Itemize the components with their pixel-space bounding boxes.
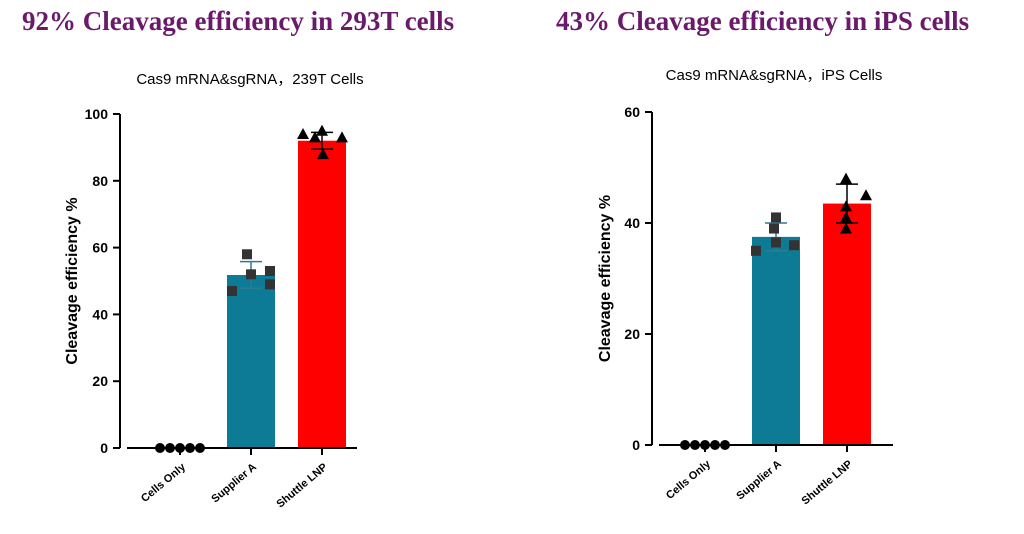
y-tick-label: 0 xyxy=(100,440,108,456)
data-point-circle xyxy=(155,443,165,453)
data-point-circle xyxy=(710,440,720,450)
y-tick-label: 80 xyxy=(92,173,108,189)
data-point-circle xyxy=(700,440,710,450)
bar-shuttle-lnp xyxy=(823,203,871,445)
chart-title: Cas9 mRNA&sgRNA，239T Cells xyxy=(136,71,363,88)
data-point-circle xyxy=(720,440,730,450)
data-point-square xyxy=(751,245,761,256)
y-axis-label: Cleavage efficiency % xyxy=(597,195,614,362)
data-point-square xyxy=(227,286,237,297)
data-point-triangle xyxy=(336,131,348,143)
data-point-triangle xyxy=(840,172,852,184)
y-tick-label: 0 xyxy=(632,437,640,453)
y-tick-label: 20 xyxy=(624,326,640,342)
data-point-circle xyxy=(175,443,185,453)
data-point-triangle xyxy=(316,124,328,136)
data-point-circle xyxy=(690,440,700,450)
bar-supplier-a xyxy=(227,274,275,448)
y-tick-label: 20 xyxy=(92,373,108,389)
x-tick-label: Supplier A xyxy=(734,458,784,502)
x-tick-label: Shuttle LNP xyxy=(799,458,854,507)
chart-1: Cas9 mRNA&sgRNA，iPS Cells Cleavage effici… xyxy=(597,67,893,507)
x-tick-label: Cells Only xyxy=(139,461,189,505)
data-point-circle xyxy=(195,443,205,453)
data-point-circle xyxy=(185,443,195,453)
data-point-square xyxy=(265,279,275,290)
data-point-square xyxy=(771,237,781,248)
chart-title: Cas9 mRNA&sgRNA，iPS Cells xyxy=(666,67,883,84)
data-point-square xyxy=(265,265,275,276)
y-tick-label: 40 xyxy=(624,215,640,231)
data-point-triangle xyxy=(309,131,321,143)
headline-ips: 43% Cleavage efficiency in iPS cells xyxy=(556,6,970,36)
chart-0: Cas9 mRNA&sgRNA，239T Cells Cleavage effic… xyxy=(64,71,364,510)
data-point-square xyxy=(246,269,256,280)
data-point-triangle xyxy=(840,222,852,234)
bar-supplier-a xyxy=(752,236,800,445)
y-tick-label: 100 xyxy=(85,106,109,122)
data-point-triangle xyxy=(860,189,872,201)
headline-293t: 92% Cleavage efficiency in 293T cells xyxy=(22,6,455,36)
y-tick-label: 40 xyxy=(92,306,108,322)
data-point-square xyxy=(242,249,252,260)
data-point-triangle xyxy=(317,148,329,160)
x-tick-label: Cells Only xyxy=(664,458,714,502)
y-axis-label: Cleavage efficiency % xyxy=(64,197,81,364)
data-point-circle xyxy=(165,443,175,453)
y-tick-label: 60 xyxy=(92,240,108,256)
data-point-triangle xyxy=(840,200,852,212)
x-tick-label: Shuttle LNP xyxy=(274,461,329,510)
bar-shuttle-lnp xyxy=(298,140,346,448)
data-point-square xyxy=(789,240,799,251)
data-point-triangle xyxy=(840,211,852,223)
y-tick-label: 60 xyxy=(624,104,640,120)
data-point-square xyxy=(771,212,781,223)
data-point-triangle xyxy=(297,128,309,140)
x-tick-label: Supplier A xyxy=(209,461,259,505)
data-point-square xyxy=(769,223,779,234)
data-point-circle xyxy=(680,440,690,450)
